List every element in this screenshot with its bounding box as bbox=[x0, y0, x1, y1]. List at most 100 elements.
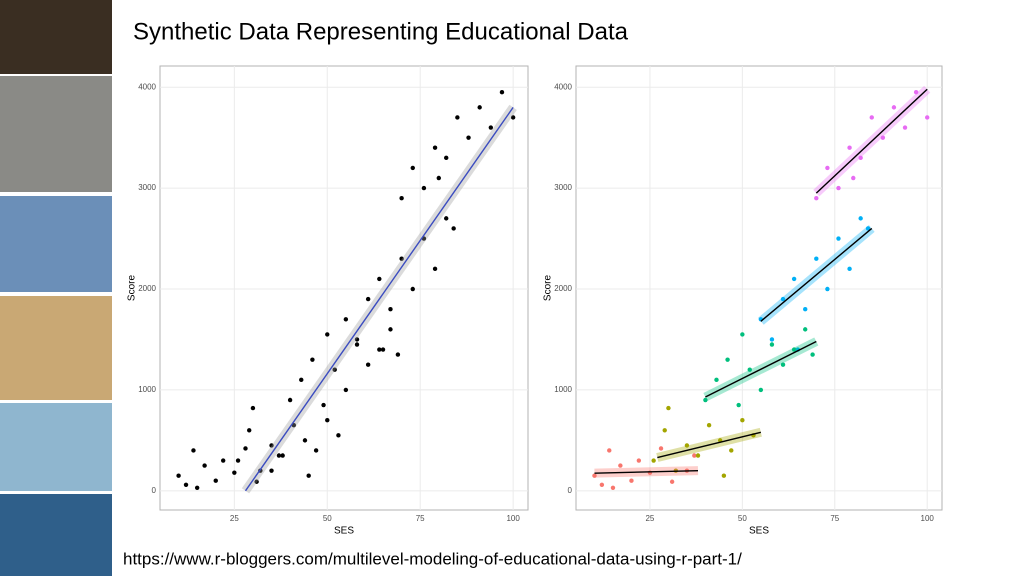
data-point bbox=[276, 453, 282, 458]
data-point bbox=[488, 125, 494, 130]
data-point bbox=[432, 145, 438, 150]
data-point bbox=[377, 347, 382, 352]
data-point bbox=[432, 266, 438, 272]
data-point bbox=[780, 362, 786, 367]
data-point bbox=[380, 347, 386, 352]
data-point bbox=[629, 478, 634, 483]
data-point bbox=[714, 377, 719, 383]
data-point bbox=[825, 286, 830, 292]
thumbnail bbox=[0, 76, 112, 192]
data-point bbox=[891, 105, 897, 110]
data-point bbox=[194, 485, 200, 490]
data-point bbox=[299, 377, 304, 383]
data-point bbox=[902, 125, 908, 130]
data-point bbox=[365, 362, 371, 367]
data-point bbox=[599, 482, 605, 487]
data-point bbox=[377, 276, 382, 282]
data-point bbox=[692, 453, 697, 458]
data-point bbox=[421, 185, 427, 191]
x-tick-label: 50 bbox=[323, 514, 332, 523]
data-point bbox=[791, 276, 797, 282]
data-point bbox=[354, 342, 360, 347]
data-point bbox=[247, 428, 252, 433]
x-tick-label: 75 bbox=[416, 514, 425, 523]
data-point bbox=[455, 115, 460, 120]
x-axis-title: SES bbox=[749, 526, 769, 537]
x-tick-label: 25 bbox=[645, 514, 654, 523]
x-tick-label: 100 bbox=[921, 514, 935, 523]
data-point bbox=[287, 397, 293, 403]
thumbnail bbox=[0, 494, 112, 576]
data-point bbox=[814, 256, 819, 261]
fit-line bbox=[705, 340, 817, 398]
thumbnail bbox=[0, 0, 112, 74]
data-point bbox=[395, 352, 401, 357]
x-tick-label: 100 bbox=[506, 514, 520, 523]
data-point bbox=[769, 337, 775, 342]
data-point bbox=[388, 306, 393, 312]
x-tick-label: 50 bbox=[738, 514, 747, 523]
data-point bbox=[791, 347, 797, 352]
data-point bbox=[306, 473, 311, 478]
y-tick-label: 1000 bbox=[138, 385, 156, 394]
data-point bbox=[354, 337, 360, 342]
data-point bbox=[662, 428, 667, 433]
data-point bbox=[618, 463, 623, 468]
data-point bbox=[747, 367, 752, 372]
data-point bbox=[220, 458, 226, 463]
data-point bbox=[499, 90, 505, 95]
fit-line bbox=[657, 431, 762, 459]
data-point bbox=[444, 216, 449, 221]
slide-title: Synthetic Data Representing Educational … bbox=[133, 18, 629, 45]
data-point bbox=[232, 470, 237, 475]
data-point bbox=[365, 296, 371, 302]
data-point bbox=[399, 256, 404, 261]
data-point bbox=[658, 446, 664, 451]
data-point bbox=[703, 397, 708, 403]
data-point bbox=[880, 135, 886, 140]
data-point bbox=[510, 115, 516, 120]
fit-line bbox=[244, 106, 514, 492]
data-point bbox=[269, 468, 274, 473]
data-point bbox=[769, 342, 775, 347]
x-axis-title: SES bbox=[334, 526, 354, 537]
data-point bbox=[388, 327, 393, 332]
data-point bbox=[302, 438, 308, 443]
fit-line bbox=[815, 88, 928, 194]
data-point bbox=[810, 352, 815, 357]
data-point bbox=[869, 115, 874, 120]
data-point bbox=[858, 155, 863, 161]
data-point bbox=[814, 195, 819, 201]
data-point bbox=[721, 473, 727, 478]
data-point bbox=[825, 165, 830, 171]
y-axis-title: Score bbox=[127, 275, 138, 302]
data-point bbox=[332, 367, 337, 372]
data-point bbox=[851, 175, 856, 181]
y-tick-label: 0 bbox=[568, 486, 573, 495]
thumbnail bbox=[0, 403, 112, 491]
data-point bbox=[254, 479, 259, 484]
data-point bbox=[343, 387, 349, 393]
data-point bbox=[444, 155, 449, 161]
data-point bbox=[729, 448, 734, 453]
data-point bbox=[803, 327, 808, 332]
data-point bbox=[243, 446, 248, 451]
data-point bbox=[191, 448, 196, 453]
data-point bbox=[325, 332, 330, 337]
data-point bbox=[592, 473, 597, 478]
data-point bbox=[336, 433, 341, 438]
y-tick-label: 2000 bbox=[138, 284, 156, 293]
data-point bbox=[235, 458, 241, 463]
data-point bbox=[280, 453, 285, 458]
data-point bbox=[202, 463, 207, 468]
data-point bbox=[610, 485, 616, 490]
x-tick-label: 25 bbox=[230, 514, 239, 523]
data-point bbox=[725, 357, 730, 362]
y-tick-label: 3000 bbox=[138, 183, 156, 192]
data-point bbox=[865, 226, 871, 231]
fit-line bbox=[760, 227, 873, 322]
y-tick-label: 0 bbox=[152, 486, 157, 495]
data-point bbox=[836, 236, 841, 241]
y-tick-label: 2000 bbox=[554, 284, 572, 293]
